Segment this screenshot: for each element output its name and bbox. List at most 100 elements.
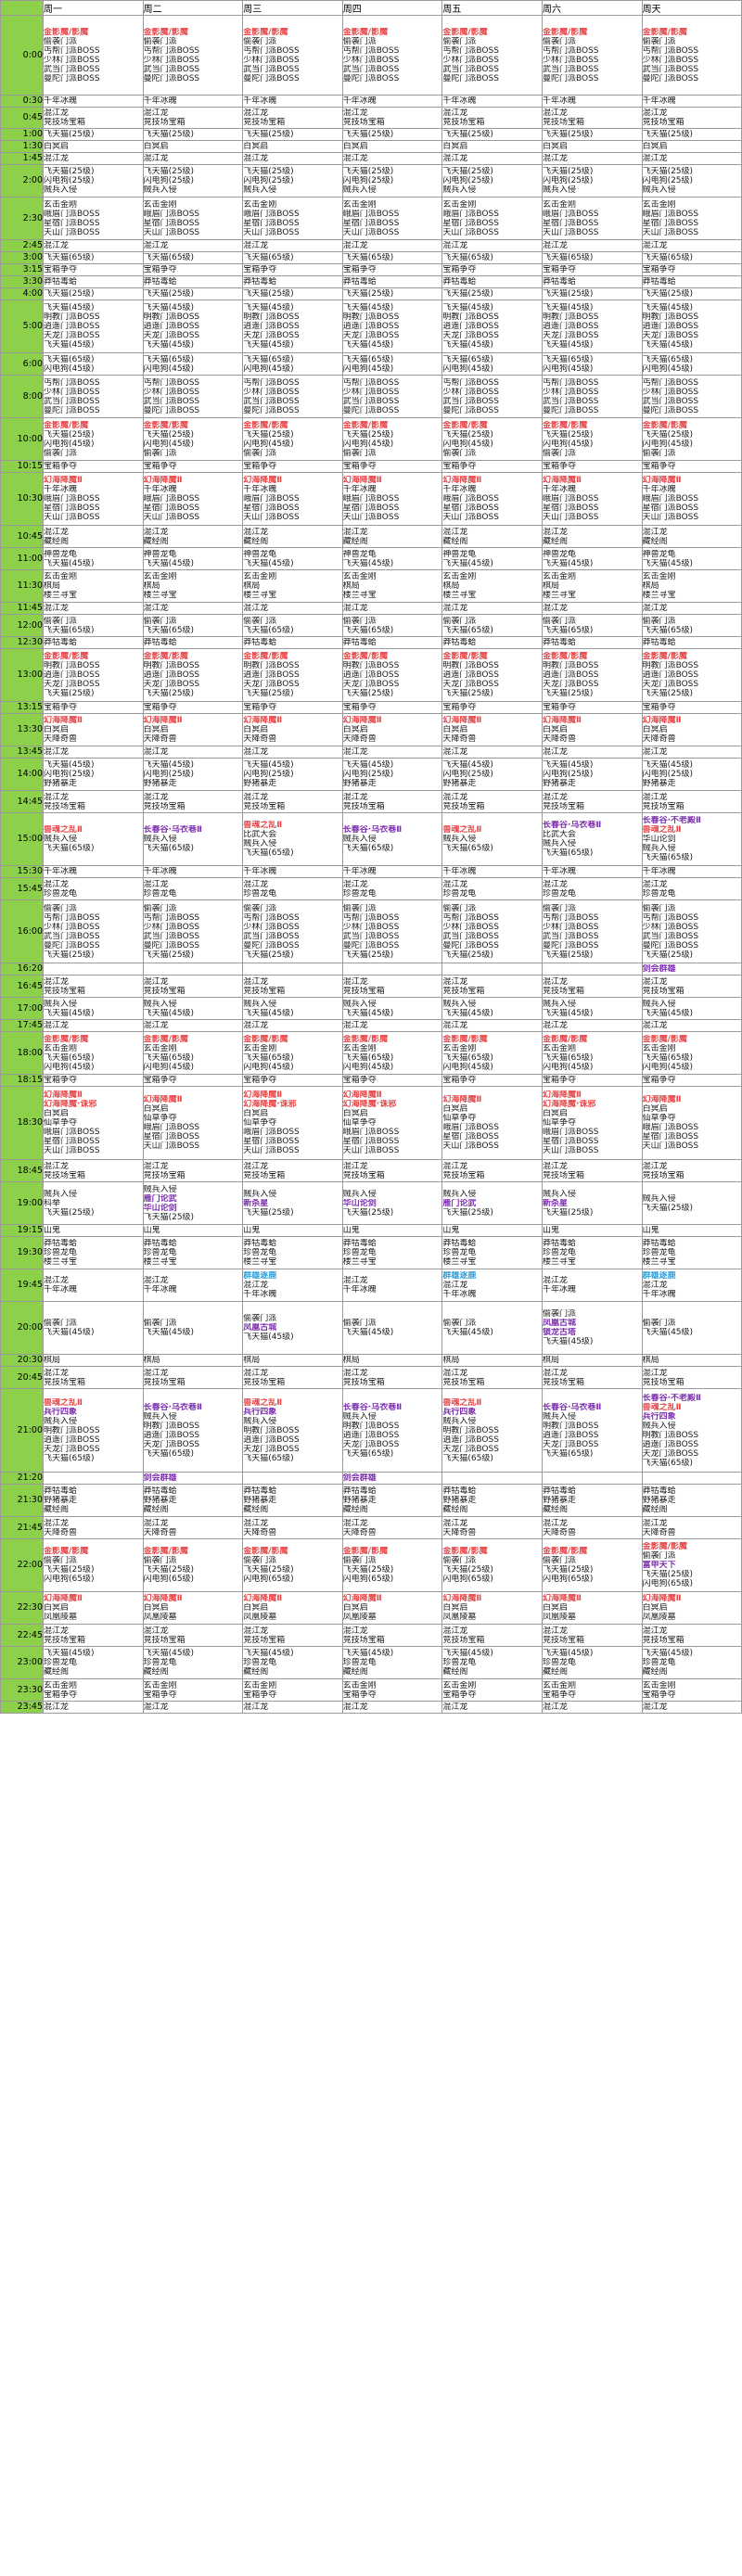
schedule-cell: 长春谷·乌衣巷Ⅱ 贼兵入侵 飞天猫(65级) <box>142 812 244 866</box>
event-entry: 天降奇兽 <box>442 1527 477 1537</box>
event-entry: 飞天猫(45级) <box>243 340 294 350</box>
event-entry: 峨眉门派BOSS <box>642 209 699 219</box>
event-entry: 金影魔/影魔 <box>44 1034 89 1044</box>
schedule-cell: 白冥启 <box>641 140 742 153</box>
schedule-cell: 混江龙 <box>541 239 643 252</box>
header-day-monday: 周一 <box>43 0 144 16</box>
schedule-cell: 混江龙 竞技场宝箱 <box>43 107 144 129</box>
event-entry: 星宿门派BOSS <box>342 1137 400 1146</box>
event-entry: 玄击金刚 <box>442 1043 477 1053</box>
event-entry: 天山门派BOSS <box>44 227 100 237</box>
event-entry: 金影魔/影魔 <box>642 652 687 661</box>
time-slot-label: 11:45 <box>0 602 44 615</box>
event-entry: 白冥启 <box>442 725 468 734</box>
event-entry: 混江龙 <box>243 604 269 613</box>
schedule-cell: 飞天猫(45级) 珍兽龙龟 藏经阁 <box>43 1646 144 1679</box>
event-entry: 逍遥门派BOSS <box>542 322 599 331</box>
schedule-cell: 混江龙 竞技场宝箱 <box>43 1624 144 1647</box>
schedule-cell: 莽牯毒蛤 <box>242 636 343 649</box>
event-entry: 飞天猫(45级) <box>342 760 394 770</box>
schedule-cell: 幻海降魔Ⅱ 白冥启 天降奇兽 <box>341 713 443 746</box>
schedule-cell: 混江龙 竞技场宝箱 <box>341 107 443 129</box>
schedule-cell: 混江龙 竞技场宝箱 <box>441 790 543 813</box>
event-entry: 竞技场宝箱 <box>44 986 86 996</box>
schedule-cell: 金影魔/影魔 玄击金刚 飞天猫(65级) 闪电狗(45级) <box>541 1031 643 1075</box>
event-entry: 逍遥门派BOSS <box>542 670 599 680</box>
event-entry: 幻海降魔Ⅱ <box>243 1090 283 1100</box>
event-entry: 千年冰魄 <box>243 1290 277 1299</box>
event-entry: 天龙门派BOSS <box>243 1444 300 1454</box>
event-entry: 混江龙 <box>44 1161 70 1171</box>
event-entry: 玄击金刚 <box>642 1680 676 1690</box>
schedule-cell: 金影魔/影魔 偷袭门派 丐帮门派BOSS 少林门派BOSS 武当门派BOSS 曼陀门派BO… <box>142 15 244 96</box>
schedule-cell: 偷袭门派 凤凰古城 飞天猫(45级) <box>242 1301 343 1355</box>
event-entry: 星宿门派BOSS <box>342 218 400 228</box>
event-entry: 天降奇兽 <box>342 1527 377 1537</box>
event-entry: 仙草争夺 <box>143 1114 177 1123</box>
event-entry: 凤凰陵墓 <box>342 1613 377 1622</box>
event-entry: 天降奇兽 <box>542 1527 576 1537</box>
schedule-cell: 山鬼 <box>441 1224 543 1237</box>
schedule-cell: 丐帮门派BOSS 少林门派BOSS 武当门派BOSS 曼陀门派BOSS <box>142 375 244 418</box>
event-entry: 金影魔/影魔 <box>642 27 687 37</box>
schedule-cell: 玄击金刚 棋局 楼兰寻宝 <box>43 569 144 603</box>
schedule-cell: 金影魔/影魔 偷袭门派 飞天猫(25级) 闪电狗(65级) <box>541 1538 643 1592</box>
event-entry: 玄击金刚 <box>642 199 676 210</box>
schedule-cell: 混江龙 <box>142 152 244 165</box>
event-entry: 贼兵入侵 <box>243 839 277 848</box>
event-entry: 少林门派BOSS <box>143 55 200 65</box>
event-entry: 混江龙 <box>342 1518 368 1528</box>
event-entry: 飞天猫(25级) <box>44 689 95 698</box>
event-entry: 混江龙 <box>44 792 70 802</box>
event-entry: 白冥启 <box>342 1109 368 1118</box>
event-entry: 千年冰魄 <box>442 867 477 876</box>
schedule-row: 21:20 剑会群雄 剑会群雄 <box>0 1472 742 1485</box>
schedule-cell: 长春谷·乌衣巷Ⅱ 比武大会 贼兵入侵 飞天猫(65级) <box>541 812 643 866</box>
schedule-row: 14:45 混江龙 竞技场宝箱 混江龙 竞技场宝箱 混江龙 竞技场宝箱 混江龙 竞技场宝箱 混江龙… <box>0 790 742 813</box>
event-entry: 兽魂之乱Ⅱ <box>243 1397 283 1408</box>
event-entry: 闪电狗(25级) <box>542 176 594 185</box>
event-entry: 金影魔/影魔 <box>342 27 389 37</box>
event-entry: 闪电狗(25级) <box>342 770 394 779</box>
event-entry: 丐帮门派BOSS <box>243 912 300 923</box>
event-entry: 幻海降魔Ⅱ <box>642 1594 682 1603</box>
event-entry: 混江龙 <box>243 527 269 537</box>
time-slot-label: 19:45 <box>0 1269 44 1302</box>
event-entry: 丐帮门派BOSS <box>44 377 100 388</box>
schedule-cell: 混江龙 <box>441 152 543 165</box>
event-entry: 神兽龙龟 <box>342 549 377 559</box>
event-entry: 长春谷·乌衣巷Ⅱ <box>143 1402 202 1412</box>
event-entry: 逍遥门派BOSS <box>44 1435 100 1445</box>
event-entry: 楼兰寻宝 <box>243 1257 277 1267</box>
event-entry: 藏经阁 <box>642 536 668 546</box>
event-entry: 混江龙 <box>342 1702 368 1712</box>
event-entry: 闪电狗(45级) <box>642 439 694 449</box>
schedule-cell: 金影魔/影魔 偷袭门派 丐帮门派BOSS 少林门派BOSS 武当门派BOSS 曼陀门派BO… <box>441 15 543 96</box>
event-entry: 少林门派BOSS <box>243 922 300 932</box>
event-entry: 飞天猫(45级) <box>342 340 394 350</box>
event-entry: 飞天猫(45级) <box>542 558 594 568</box>
event-entry: 天降奇兽 <box>243 1527 277 1537</box>
event-entry: 混江龙 <box>44 1368 70 1378</box>
event-entry: 幻海降魔Ⅱ <box>642 716 682 725</box>
event-entry: 天山门派BOSS <box>442 1141 499 1151</box>
event-entry: 仙草争夺 <box>542 1118 576 1128</box>
schedule-cell: 混江龙 <box>43 152 144 165</box>
schedule-row: 8:00 丐帮门派BOSS 少林门派BOSS 武当门派BOSS 曼陀门派BOSS 丐帮门派… <box>0 375 742 418</box>
schedule-cell: 长春谷·乌衣巷Ⅱ 贼兵入侵 明教门派BOSS 逍遥门派BOSS 天龙门派BOSS 飞天猫(… <box>341 1388 443 1473</box>
event-entry: 偷袭门派 <box>642 616 676 626</box>
event-entry: 偷袭门派 <box>542 616 576 626</box>
event-entry: 宝箱争夺 <box>642 265 676 274</box>
event-entry: 珍兽龙龟 <box>44 888 78 899</box>
time-slot-label: 19:00 <box>0 1181 44 1225</box>
event-entry: 金影魔/影魔 <box>44 1547 89 1556</box>
schedule-cell: 宝箱争夺 <box>341 460 443 473</box>
event-entry: 峨眉门派BOSS <box>342 1128 400 1137</box>
event-entry: 武当门派BOSS <box>542 64 599 74</box>
event-entry: 峨眉门派BOSS <box>143 494 200 504</box>
event-entry: 宝箱争夺 <box>342 462 377 471</box>
event-entry: 金影魔/影魔 <box>243 27 288 37</box>
schedule-cell: 宝箱争夺 <box>441 263 543 276</box>
schedule-cell: 宝箱争夺 <box>541 1074 643 1087</box>
schedule-cell: 飞天猫(45级) 珍兽龙龟 藏经阁 <box>641 1646 742 1679</box>
